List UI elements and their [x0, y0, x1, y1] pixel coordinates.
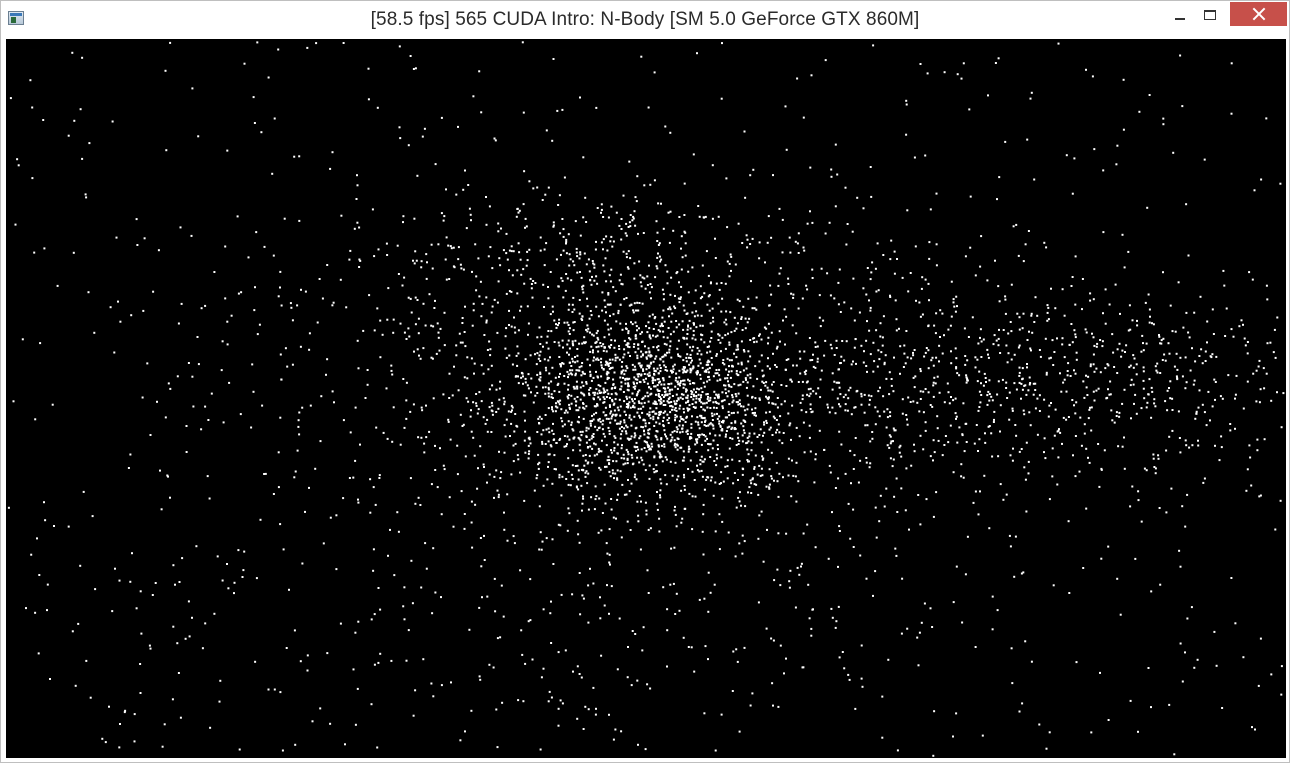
application-window-icon[interactable]	[8, 11, 24, 25]
title-bar[interactable]: [58.5 fps] 565 CUDA Intro: N-Body [SM 5.…	[1, 1, 1289, 38]
window-title: [58.5 fps] 565 CUDA Intro: N-Body [SM 5.…	[370, 9, 920, 30]
minimize-icon	[1175, 18, 1185, 20]
minimize-button[interactable]	[1166, 2, 1194, 28]
maximize-button[interactable]	[1196, 2, 1224, 28]
particle-field	[7, 41, 1285, 757]
close-icon	[1252, 7, 1266, 21]
close-button[interactable]	[1230, 2, 1287, 26]
nbody-render-viewport[interactable]	[6, 39, 1286, 758]
maximize-icon	[1204, 10, 1216, 20]
